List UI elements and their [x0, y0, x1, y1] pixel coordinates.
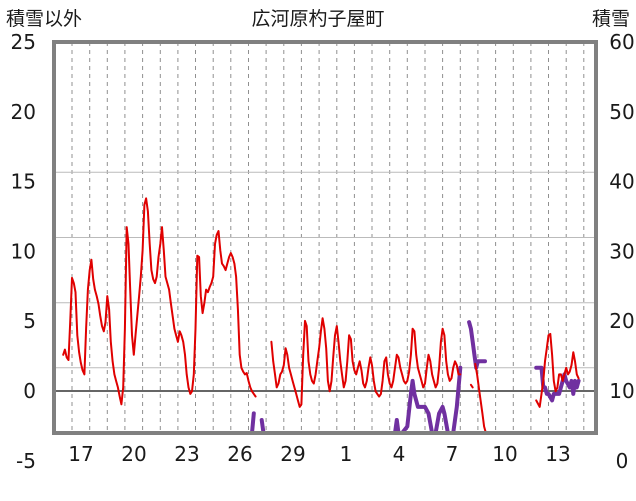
left-axis-label: 積雪以外	[6, 8, 82, 30]
snow-depth-line	[61, 411, 256, 435]
temperature-line	[469, 383, 474, 389]
temperature-line	[270, 317, 462, 408]
right-tick-label: 30	[609, 239, 634, 263]
right-tick-label: 20	[609, 309, 634, 333]
left-tick-label: 5	[23, 309, 36, 333]
left-tick-label: 10	[11, 239, 36, 263]
x-tick-label: 20	[121, 442, 146, 466]
left-tick-label: 15	[11, 170, 36, 194]
right-tick-label: 10	[609, 379, 634, 403]
x-tick-label: 1	[340, 442, 353, 466]
snow-depth-line	[467, 320, 487, 370]
x-tick-label: 13	[545, 442, 570, 466]
right-tick-label: 60	[609, 30, 634, 54]
x-tick-label: 10	[492, 442, 517, 466]
series-group	[61, 197, 581, 435]
right-tick-labels: 60 50 40 30 20 10 0	[609, 30, 634, 473]
left-tick-label: -5	[16, 449, 36, 473]
plot-frame	[52, 40, 598, 435]
right-tick-label: 0	[616, 449, 629, 473]
left-tick-labels: 25 20 15 10 5 0 -5	[11, 30, 36, 473]
x-tick-label: 29	[280, 442, 305, 466]
left-tick-label: 20	[11, 100, 36, 124]
left-tick-label: 0	[23, 379, 36, 403]
temperature-line	[535, 332, 580, 408]
x-tick-label: 17	[68, 442, 93, 466]
right-tick-label: 40	[609, 170, 634, 194]
x-tick-labels: 17 20 23 26 29 1 4 7 10 13	[68, 442, 570, 466]
right-tick-label: 50	[609, 100, 634, 124]
right-axis-label: 積雪	[592, 8, 630, 30]
temperature-line	[62, 197, 257, 406]
grid-lines	[54, 42, 596, 433]
snow-depth-line	[534, 365, 581, 403]
x-tick-label: 7	[446, 442, 459, 466]
x-tick-label: 4	[393, 442, 406, 466]
x-tick-label: 26	[227, 442, 252, 466]
chart-title: 広河原杓子屋町	[251, 8, 384, 30]
x-tick-label: 23	[174, 442, 199, 466]
temperature-line	[474, 362, 487, 434]
left-tick-label: 25	[11, 30, 36, 54]
